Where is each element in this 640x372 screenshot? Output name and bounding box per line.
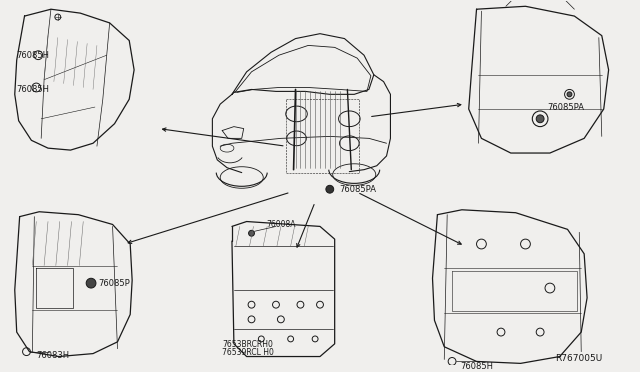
Text: 7653BRCRH0: 7653BRCRH0 (222, 340, 273, 349)
Circle shape (326, 185, 333, 193)
Circle shape (86, 278, 96, 288)
Circle shape (567, 92, 572, 97)
Text: 76085H: 76085H (460, 362, 493, 371)
Text: R767005U: R767005U (555, 354, 602, 363)
Text: 76085P: 76085P (98, 279, 130, 288)
Text: 76008A: 76008A (266, 220, 296, 229)
Text: 76083H: 76083H (36, 351, 69, 360)
Text: 76085H: 76085H (17, 51, 50, 60)
Text: 76085PA: 76085PA (340, 185, 376, 194)
Circle shape (536, 115, 544, 123)
Text: 76085H: 76085H (17, 85, 50, 94)
Circle shape (248, 230, 255, 236)
Text: 76085PA: 76085PA (547, 103, 584, 112)
Text: 76539RCL H0: 76539RCL H0 (222, 348, 274, 357)
